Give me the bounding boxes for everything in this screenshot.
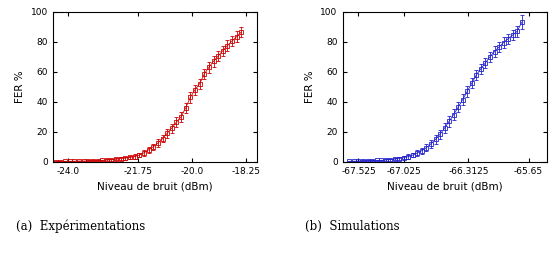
Y-axis label: FER %: FER % — [15, 70, 25, 103]
X-axis label: Niveau de bruit (dBm): Niveau de bruit (dBm) — [387, 181, 502, 191]
Text: (b)  Simulations: (b) Simulations — [305, 220, 400, 233]
Text: (a)  Expérimentations: (a) Expérimentations — [16, 219, 145, 233]
X-axis label: Niveau de bruit (dBm): Niveau de bruit (dBm) — [97, 181, 213, 191]
Y-axis label: FER %: FER % — [305, 70, 315, 103]
